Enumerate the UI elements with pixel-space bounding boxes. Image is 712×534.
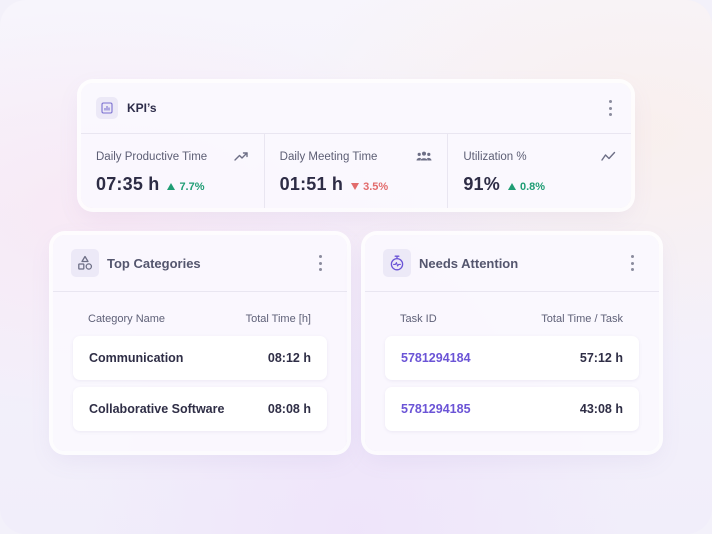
kpi-delta-badge: 3.5% (351, 181, 388, 193)
kpi-label: Daily Productive Time (96, 151, 208, 163)
needs-attention-title: Needs Attention (419, 255, 519, 271)
kpi-card-title: KPI’s (127, 101, 157, 115)
category-name: Collaborative Software (89, 402, 225, 416)
table-row[interactable]: Collaborative Software 08:08 h (73, 387, 327, 431)
table-row: 5781294185 43:08 h (385, 387, 639, 431)
top-categories-header: Top Categories (53, 235, 347, 292)
kpi-delta-badge: 0.8% (507, 180, 546, 193)
category-time: 08:08 h (267, 402, 311, 416)
arrow-up-icon (167, 183, 176, 190)
kpi-delta-value: 3.5% (363, 180, 389, 193)
bar-chart-icon (96, 97, 118, 119)
table-row: 5781294184 57:12 h (385, 336, 639, 380)
kpi-card: KPI’s Daily Productive Time 07:35 h (81, 83, 631, 208)
kpi-card-header: KPI’s (81, 83, 631, 134)
arrow-up-icon (507, 183, 516, 190)
category-time: 08:12 h (267, 351, 311, 365)
kpi-daily-meeting-time: Daily Meeting Time 01:51 h (263, 134, 448, 208)
task-id-link[interactable]: 5781294185 (401, 402, 471, 416)
trending-up-icon (233, 148, 249, 166)
needs-attention-column-headers: Task ID Total Time / Task (365, 292, 659, 336)
column-header-category-name: Category Name (88, 313, 166, 325)
kpi-value: 91% (463, 174, 500, 194)
kpi-label: Daily Meeting Time (279, 151, 378, 163)
kpi-value: 01:51 h (279, 174, 344, 194)
task-time: 57:12 h (579, 351, 623, 365)
shapes-icon (71, 249, 99, 277)
stopwatch-icon (383, 249, 411, 277)
top-categories-title: Top Categories (107, 255, 201, 271)
people-icon (416, 148, 432, 166)
top-categories-column-headers: Category Name Total Time [h] (53, 292, 347, 336)
task-id-link[interactable]: 5781294184 (401, 351, 471, 365)
category-name: Communication (89, 351, 184, 365)
kpi-utilization: Utilization % 91% 0.8% (447, 134, 631, 208)
kpi-more-menu-icon[interactable] (604, 100, 616, 116)
kpi-delta-value: 0.8% (519, 180, 546, 193)
column-header-total-time: Total Time [h] (245, 313, 311, 325)
column-header-total-time-per-task: Total Time / Task (541, 313, 623, 325)
arrow-down-icon (351, 183, 360, 190)
kpi-value: 07:35 h (96, 174, 160, 194)
kpi-label: Utilization % (463, 151, 527, 163)
top-categories-card: Top Categories Category Name Total Time … (53, 235, 347, 451)
line-chart-icon (601, 148, 616, 166)
needs-attention-more-menu-icon[interactable] (626, 255, 638, 271)
kpi-delta-value: 7.7% (179, 180, 205, 193)
top-categories-more-menu-icon[interactable] (314, 255, 326, 271)
task-time: 43:08 h (579, 402, 623, 416)
needs-attention-header: Needs Attention (365, 235, 659, 292)
table-row[interactable]: Communication 08:12 h (73, 336, 327, 380)
kpi-daily-productive-time: Daily Productive Time 07:35 h 7.7% (81, 134, 264, 208)
kpi-delta-badge: 7.7% (167, 180, 205, 193)
column-header-task-id: Task ID (400, 313, 437, 325)
needs-attention-card: Needs Attention Task ID Total Time / Tas… (365, 235, 659, 451)
